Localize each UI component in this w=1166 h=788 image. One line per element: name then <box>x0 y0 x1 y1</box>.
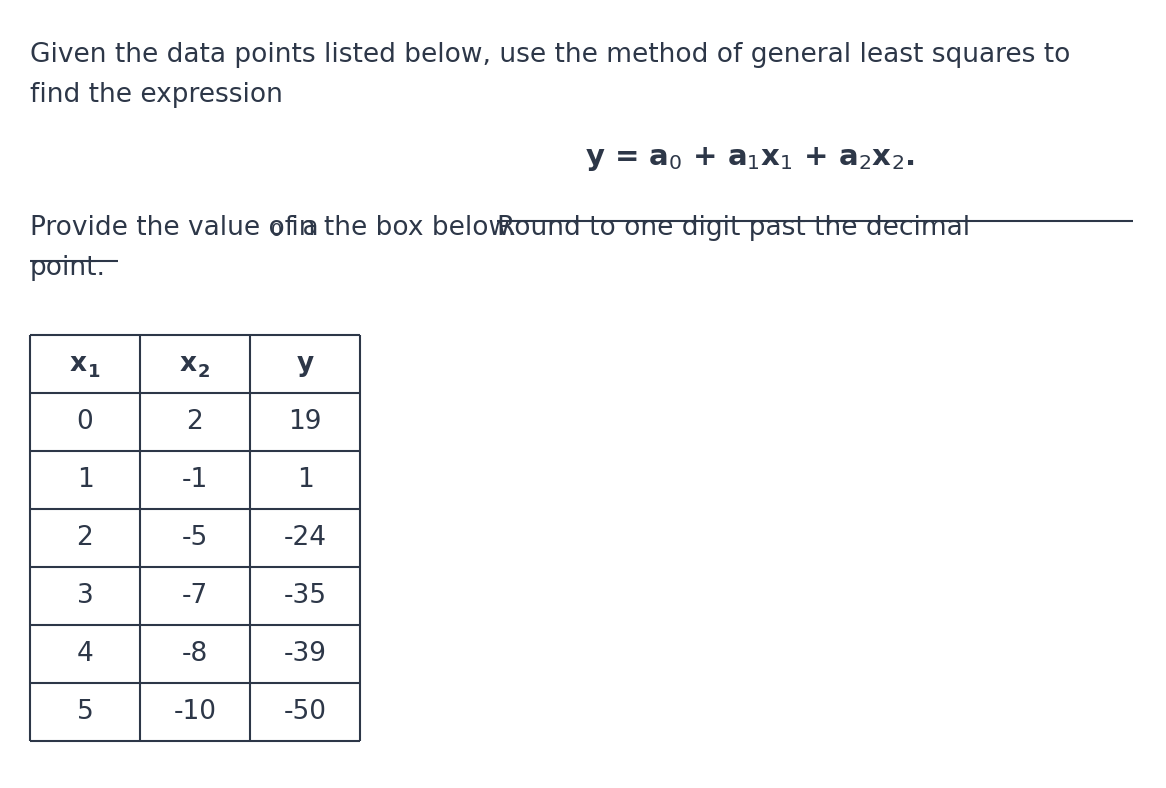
Text: y: y <box>296 351 314 377</box>
Text: 5: 5 <box>77 699 93 725</box>
Text: 19: 19 <box>288 409 322 435</box>
Text: -1: -1 <box>182 467 208 493</box>
Text: 1: 1 <box>77 467 93 493</box>
Text: -5: -5 <box>182 525 208 551</box>
Text: 3: 3 <box>77 583 93 609</box>
Text: 0: 0 <box>271 222 282 240</box>
Text: 1: 1 <box>296 467 314 493</box>
Text: 2: 2 <box>187 409 203 435</box>
Text: -7: -7 <box>182 583 208 609</box>
Text: -35: -35 <box>283 583 326 609</box>
Text: find the expression: find the expression <box>30 82 283 108</box>
Text: -8: -8 <box>182 641 208 667</box>
Text: 0: 0 <box>77 409 93 435</box>
Text: -50: -50 <box>283 699 326 725</box>
Text: Given the data points listed below, use the method of general least squares to: Given the data points listed below, use … <box>30 42 1070 68</box>
Text: y = a$_0$ + a$_1$x$_1$ + a$_2$x$_2$.: y = a$_0$ + a$_1$x$_1$ + a$_2$x$_2$. <box>585 145 915 173</box>
Text: x: x <box>70 351 86 377</box>
Text: x: x <box>180 351 197 377</box>
Text: 1: 1 <box>87 363 100 381</box>
Text: -24: -24 <box>283 525 326 551</box>
Text: 2: 2 <box>77 525 93 551</box>
Text: point.: point. <box>30 255 106 281</box>
Text: in the box below.: in the box below. <box>283 215 525 241</box>
Text: Provide the value of a: Provide the value of a <box>30 215 318 241</box>
Text: 4: 4 <box>77 641 93 667</box>
Text: -39: -39 <box>283 641 326 667</box>
Text: Round to one digit past the decimal: Round to one digit past the decimal <box>497 215 970 241</box>
Text: 2: 2 <box>198 363 210 381</box>
Text: -10: -10 <box>174 699 217 725</box>
